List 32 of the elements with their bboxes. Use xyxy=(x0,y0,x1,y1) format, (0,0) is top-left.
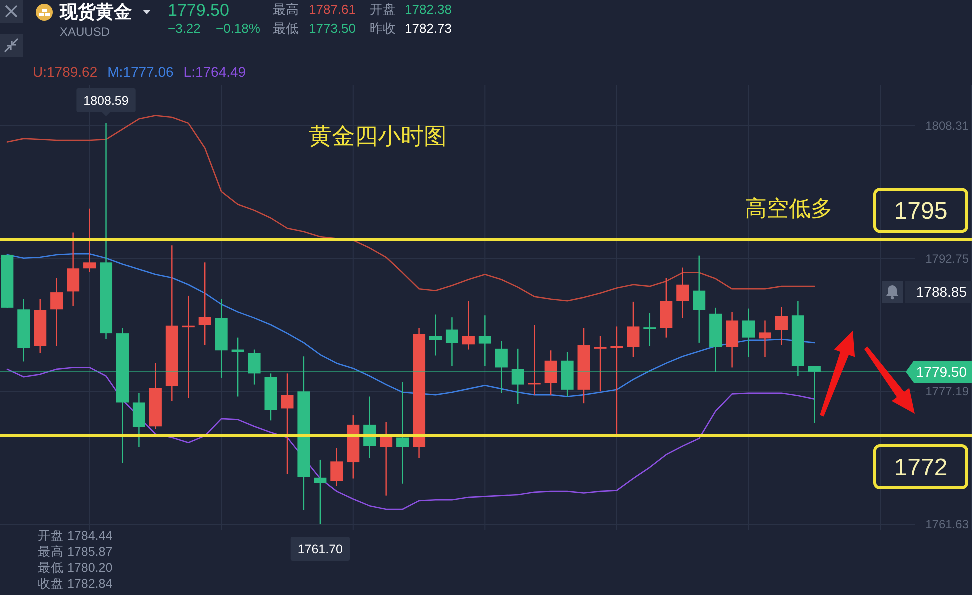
text: 最高 1785.87 xyxy=(38,544,113,559)
text: 1779.50 xyxy=(168,1,230,20)
text: −0.18% xyxy=(216,21,261,36)
text: 1787.61 xyxy=(309,2,356,17)
y-tick-label: 1777.19 xyxy=(926,384,970,399)
y-tick-label: 1808.31 xyxy=(926,118,970,133)
y-tick-label: 1792.75 xyxy=(926,252,970,266)
text: 黄金四小时图 xyxy=(309,123,447,149)
text: 1782.38 xyxy=(405,2,452,17)
annotation: 1761.70 xyxy=(298,542,344,557)
ref-line-label: 1772 xyxy=(894,454,948,482)
legend: U:1789.62 M:1777.06 L:1764.49 xyxy=(33,64,246,80)
alert-tag: 1788.85 xyxy=(905,281,972,303)
label: 1808.59 xyxy=(76,88,136,117)
ref-line-label: 1795 xyxy=(894,198,948,226)
annotation: 1808.59 xyxy=(84,94,129,108)
text: 昨收 xyxy=(370,21,396,36)
annotation: 开盘 1784.44 xyxy=(38,529,113,543)
text: 开盘 xyxy=(370,2,396,17)
text: XAUUSD xyxy=(60,25,110,39)
text: 最低 xyxy=(273,21,299,36)
label: 1761.70 xyxy=(290,537,350,562)
text: 最高 xyxy=(273,2,299,17)
text: 1782.73 xyxy=(405,21,452,36)
ref-line-label: 1779.50 xyxy=(916,364,968,380)
text: 现货黄金 xyxy=(59,2,132,22)
text: 收盘 1782.84 xyxy=(38,577,113,591)
y-tick-label: 1761.63 xyxy=(926,518,970,532)
text: 1773.50 xyxy=(309,21,356,36)
text: −3.22 xyxy=(168,21,201,36)
text: 最低 1780.20 xyxy=(38,561,113,575)
annotation: 高空低多 xyxy=(745,196,833,221)
